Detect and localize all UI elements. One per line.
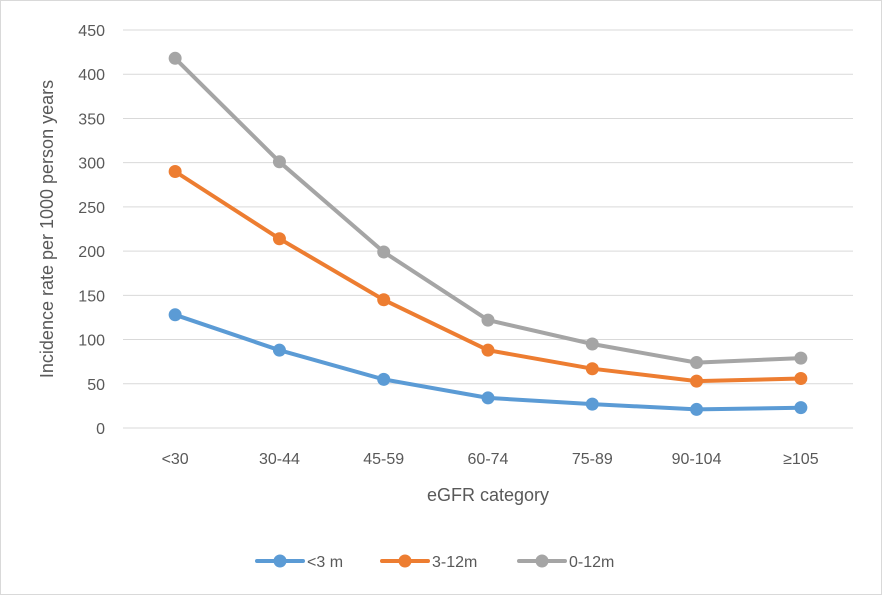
data-point — [585, 337, 599, 351]
legend-item: 3-12m — [380, 554, 477, 571]
x-axis-title: eGFR category — [427, 485, 549, 505]
legend-item: <3 m — [255, 554, 343, 571]
x-tick-label: 30-44 — [259, 451, 300, 468]
y-tick-label: 300 — [78, 156, 105, 173]
y-tick-label: 0 — [96, 421, 105, 438]
data-point — [690, 374, 704, 388]
legend-item: 0-12m — [517, 554, 614, 571]
legend-label: 3-12m — [432, 554, 477, 571]
y-tick-label: 400 — [78, 67, 105, 84]
series-lines — [168, 51, 808, 416]
series-2 — [168, 165, 808, 388]
x-tick-label: 60-74 — [468, 451, 509, 468]
x-tick-label: 90-104 — [672, 451, 722, 468]
x-tick-label: 75-89 — [572, 451, 613, 468]
data-point — [377, 372, 391, 386]
legend: <3 m 3-12m 0-12m — [255, 554, 614, 571]
data-point — [585, 397, 599, 411]
data-point — [481, 313, 495, 327]
data-point — [690, 402, 704, 416]
series-3 — [168, 51, 808, 370]
data-point — [272, 343, 286, 357]
data-point — [377, 245, 391, 259]
data-point — [168, 308, 182, 322]
y-axis-ticks: 0 50 100 150 200 250 300 350 400 450 — [78, 23, 105, 438]
y-axis-title: Incidence rate per 1000 person years — [37, 80, 57, 378]
x-tick-label: <30 — [162, 451, 189, 468]
data-point — [168, 51, 182, 65]
data-point — [794, 351, 808, 365]
y-tick-label: 50 — [87, 377, 105, 394]
data-point — [585, 362, 599, 376]
data-point — [690, 356, 704, 370]
y-tick-label: 200 — [78, 244, 105, 261]
data-point — [481, 343, 495, 357]
data-point — [272, 232, 286, 246]
x-tick-label: ≥105 — [783, 451, 819, 468]
y-tick-label: 150 — [78, 288, 105, 305]
y-tick-label: 100 — [78, 333, 105, 350]
y-tick-label: 250 — [78, 200, 105, 217]
data-point — [168, 165, 182, 179]
y-tick-label: 450 — [78, 23, 105, 40]
series-1 — [168, 308, 808, 416]
legend-swatch-marker — [535, 554, 549, 568]
x-tick-label: 45-59 — [363, 451, 404, 468]
data-point — [481, 391, 495, 405]
y-tick-label: 350 — [78, 111, 105, 128]
data-point — [272, 155, 286, 169]
data-point — [794, 401, 808, 415]
gridlines — [123, 29, 853, 429]
legend-label: 0-12m — [569, 554, 614, 571]
x-axis-ticks: <30 30-44 45-59 60-74 75-89 90-104 ≥105 — [162, 451, 819, 468]
legend-swatch-marker — [273, 554, 287, 568]
legend-label: <3 m — [307, 554, 343, 571]
data-point — [794, 371, 808, 385]
data-point — [377, 293, 391, 307]
legend-swatch-marker — [398, 554, 412, 568]
